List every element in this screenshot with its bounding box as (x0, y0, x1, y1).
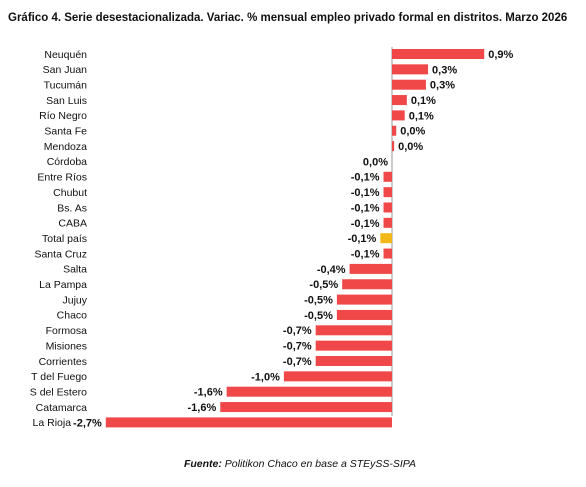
bar (336, 294, 392, 305)
bar (336, 309, 392, 320)
bar (220, 402, 392, 413)
value-label: 0,1% (409, 110, 434, 122)
value-label: -0,1% (348, 233, 377, 245)
category-label: Río Negro (39, 110, 87, 122)
bar (315, 340, 392, 351)
category-label: Salta (63, 264, 87, 276)
value-label: 0,3% (430, 80, 455, 92)
bar (392, 64, 429, 75)
bar (392, 49, 485, 59)
value-label: -0,7% (283, 356, 312, 368)
value-label: 0,0% (363, 156, 388, 168)
value-label: -0,4% (317, 264, 346, 276)
category-label: Tucumán (44, 79, 88, 91)
chart-title: Gráfico 4. Serie desestacionalizada. Var… (8, 12, 567, 24)
category-label: Entre Ríos (37, 172, 87, 184)
category-label: Santa Cruz (34, 248, 87, 260)
bar (383, 202, 392, 213)
value-label: -1,0% (251, 371, 280, 383)
value-label: 0,1% (411, 95, 436, 107)
value-label: -0,1% (351, 202, 380, 214)
category-label: Formosa (46, 325, 88, 337)
value-label: -0,7% (283, 341, 312, 353)
bar (383, 217, 392, 228)
value-label: -0,5% (309, 279, 338, 291)
value-label: -0,1% (351, 218, 380, 230)
bar (226, 386, 392, 397)
category-label: Jujuy (62, 294, 87, 306)
category-label: Neuquén (44, 49, 87, 61)
category-label: Chubut (53, 187, 87, 199)
category-label: CABA (58, 218, 87, 230)
bar (349, 263, 392, 274)
bar (383, 171, 392, 182)
category-label: San Juan (43, 64, 88, 76)
bar (315, 325, 392, 336)
category-label: Misiones (46, 340, 87, 352)
bar (283, 371, 392, 382)
category-label: La Pampa (39, 279, 87, 291)
category-label: Bs. As (57, 202, 87, 214)
value-label: -0,5% (304, 310, 333, 322)
value-label: 0,0% (398, 141, 423, 153)
category-label: Santa Fe (44, 126, 87, 138)
category-label: Córdoba (47, 156, 87, 168)
source-text: Politikon Chaco en base a STEySS-SIPA (225, 458, 416, 470)
bar (383, 248, 392, 259)
bar (392, 79, 426, 90)
bar (392, 125, 397, 136)
value-label: -1,6% (188, 402, 217, 414)
category-label: Chaco (57, 310, 88, 322)
category-label: Corrientes (39, 356, 87, 368)
value-label: -0,5% (304, 295, 333, 307)
bar (342, 279, 392, 290)
value-label: 0,3% (432, 64, 457, 76)
category-label: Total país (42, 233, 87, 245)
value-label: -2,7% (73, 417, 102, 429)
bar (392, 141, 395, 152)
value-label: -0,7% (283, 325, 312, 337)
value-label: 0,9% (488, 49, 513, 61)
value-label: -0,1% (351, 172, 380, 184)
category-label: S del Estero (30, 386, 87, 398)
value-label: -1,6% (194, 387, 223, 399)
bar (315, 356, 392, 366)
bar (383, 187, 392, 198)
bar (392, 95, 407, 106)
category-label: T del Fuego (31, 371, 87, 383)
source: Fuente: Politikon Chaco en base a STEySS… (184, 458, 416, 470)
value-label: 0,0% (400, 126, 425, 138)
value-label: -0,1% (351, 187, 380, 199)
value-label: -0,1% (351, 248, 380, 260)
bar (380, 233, 392, 244)
bar (105, 417, 393, 428)
source-label: Fuente: (184, 458, 222, 470)
category-label: La Rioja (33, 417, 72, 429)
category-label: Catamarca (36, 402, 88, 414)
category-label: Mendoza (44, 141, 87, 153)
category-label: San Luis (46, 95, 87, 107)
bar (392, 110, 405, 121)
